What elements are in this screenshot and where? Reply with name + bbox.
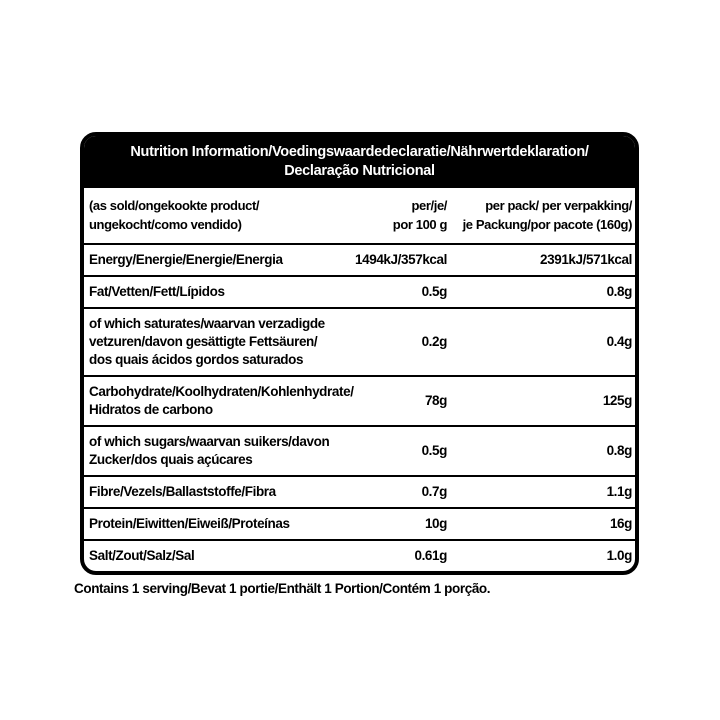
nutrient-label: Energy/Energie/Energie/Energia xyxy=(89,252,283,267)
nutrient-label: Fibre/Vezels/Ballaststoffe/Fibra xyxy=(89,484,276,499)
nutrient-row: Fibre/Vezels/Ballaststoffe/Fibra 0.7g 1.… xyxy=(84,475,635,507)
nutrient-label: Salt/Zout/Salz/Sal xyxy=(89,548,195,563)
nutrient-label: Protein/Eiwitten/Eiweiß/Proteínas xyxy=(89,516,290,531)
nutrient-label: of which sugars/waarvan suikers/davon Zu… xyxy=(89,434,330,467)
label-title: Nutrition Information/Voedingswaardedecl… xyxy=(130,144,589,179)
nutrient-row: Energy/Energie/Energie/Energia 1494kJ/35… xyxy=(84,243,635,275)
nutrient-label: Fat/Vetten/Fett/Lípidos xyxy=(89,284,225,299)
per-100g-value: 0.61g xyxy=(414,548,447,563)
per-100g-value: 0.5g xyxy=(421,284,448,299)
per-pack-value: 2391kJ/571kcal xyxy=(540,252,632,267)
per-100g-value: 10g xyxy=(424,516,447,531)
per-pack-value: 0.8g xyxy=(606,284,633,299)
label-title-band: Nutrition Information/Voedingswaardedecl… xyxy=(84,136,635,188)
per-100g-value: 0.2g xyxy=(421,334,448,349)
per-pack-value: 1.0g xyxy=(606,548,633,563)
nutrition-label: Nutrition Information/Voedingswaardedecl… xyxy=(80,132,639,575)
per-pack-value: 16g xyxy=(609,516,632,531)
nutrient-row: Carbohydrate/Koolhydraten/Kohlenhydrate/… xyxy=(84,375,635,425)
column-header-per-100g: per/je/ por 100 g xyxy=(347,196,448,234)
per-pack-value: 0.8g xyxy=(606,443,633,458)
nutrient-label: Carbohydrate/Koolhydraten/Kohlenhydrate/… xyxy=(89,384,354,417)
nutrient-rows: Energy/Energie/Energie/Energia 1494kJ/35… xyxy=(84,243,635,571)
column-header-per-100g-text: per/je/ por 100 g xyxy=(392,198,448,232)
nutrient-row: of which sugars/waarvan suikers/davon Zu… xyxy=(84,425,635,475)
nutrient-row: of which saturates/waarvan verzadigde ve… xyxy=(84,307,635,375)
column-header-per-pack-text: per pack/ per verpakking/ je Packung/por… xyxy=(462,198,633,232)
column-header-per-pack: per pack/ per verpakking/ je Packung/por… xyxy=(447,196,635,234)
nutrient-row: Fat/Vetten/Fett/Lípidos 0.5g 0.8g xyxy=(84,275,635,307)
per-pack-value: 1.1g xyxy=(606,484,633,499)
per-100g-value: 1494kJ/357kcal xyxy=(355,252,447,267)
column-header-row: (as sold/ongekookte product/ ungekocht/c… xyxy=(84,188,635,243)
nutrient-row: Protein/Eiwitten/Eiweiß/Proteínas 10g 16… xyxy=(84,507,635,539)
column-header-item-text: (as sold/ongekookte product/ ungekocht/c… xyxy=(89,198,260,232)
nutrient-label: of which saturates/waarvan verzadigde ve… xyxy=(89,316,325,367)
per-100g-value: 78g xyxy=(424,393,447,408)
per-pack-value: 0.4g xyxy=(606,334,633,349)
per-pack-value: 125g xyxy=(602,393,633,408)
serving-note: Contains 1 serving/Bevat 1 portie/Enthäl… xyxy=(74,581,491,596)
nutrient-row: Salt/Zout/Salz/Sal 0.61g 1.0g xyxy=(84,539,635,571)
per-100g-value: 0.5g xyxy=(421,443,448,458)
column-header-item: (as sold/ongekookte product/ ungekocht/c… xyxy=(84,196,347,234)
per-100g-value: 0.7g xyxy=(421,484,448,499)
